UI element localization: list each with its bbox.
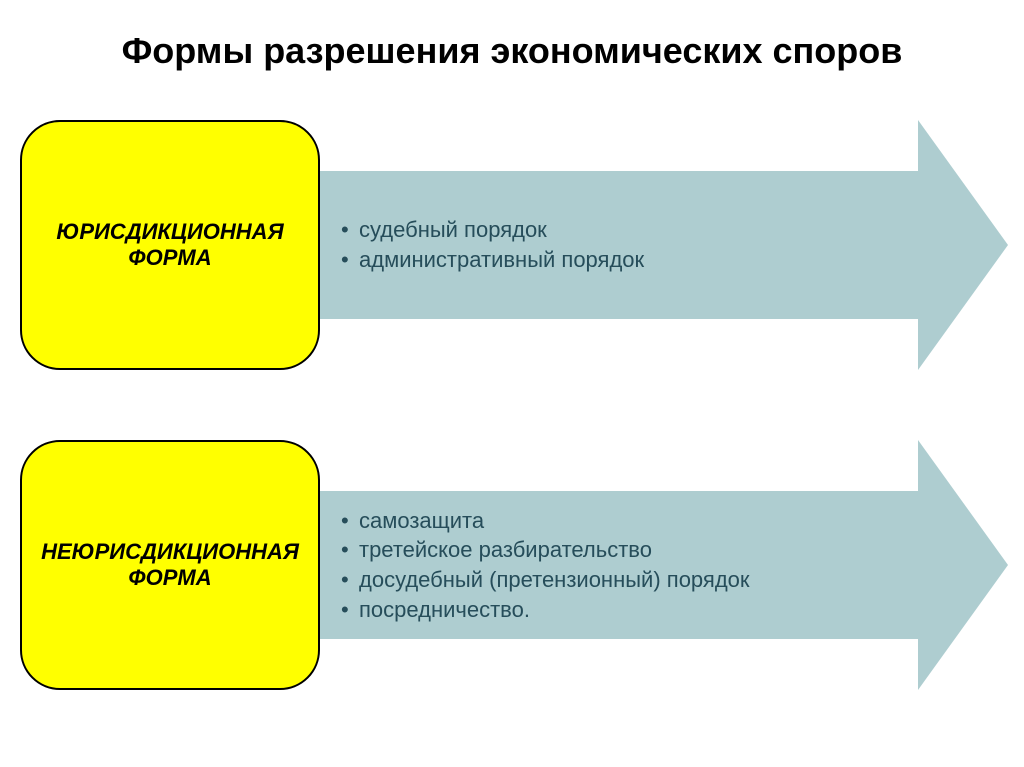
list-item: самозащита: [341, 506, 919, 536]
list-item: посредничество.: [341, 595, 919, 625]
box-label-line1: НЕЮРИСДИКЦИОННАЯ: [41, 539, 299, 565]
arrow-head-1: [918, 120, 1008, 370]
box-label-line2: ФОРМА: [128, 245, 211, 271]
box-label-line2: ФОРМА: [128, 565, 211, 591]
arrow-body-1: судебный порядок административный порядо…: [280, 170, 920, 320]
bullet-list-1: судебный порядок административный порядо…: [341, 215, 919, 274]
row-nonjurisdictional: самозащита третейское разбирательство до…: [20, 440, 1004, 690]
slide-title: Формы разрешения экономических споров: [0, 30, 1024, 72]
arrow-head-2: [918, 440, 1008, 690]
box-label-line1: ЮРИСДИКЦИОННАЯ: [56, 219, 283, 245]
arrow-body-2: самозащита третейское разбирательство до…: [280, 490, 920, 640]
list-item: судебный порядок: [341, 215, 919, 245]
list-item: третейское разбирательство: [341, 535, 919, 565]
row-jurisdictional: судебный порядок административный порядо…: [20, 120, 1004, 370]
box-nonjurisdictional: НЕЮРИСДИКЦИОННАЯ ФОРМА: [20, 440, 320, 690]
list-item: досудебный (претензионный) порядок: [341, 565, 919, 595]
box-jurisdictional: ЮРИСДИКЦИОННАЯ ФОРМА: [20, 120, 320, 370]
list-item: административный порядок: [341, 245, 919, 275]
bullet-list-2: самозащита третейское разбирательство до…: [341, 506, 919, 625]
